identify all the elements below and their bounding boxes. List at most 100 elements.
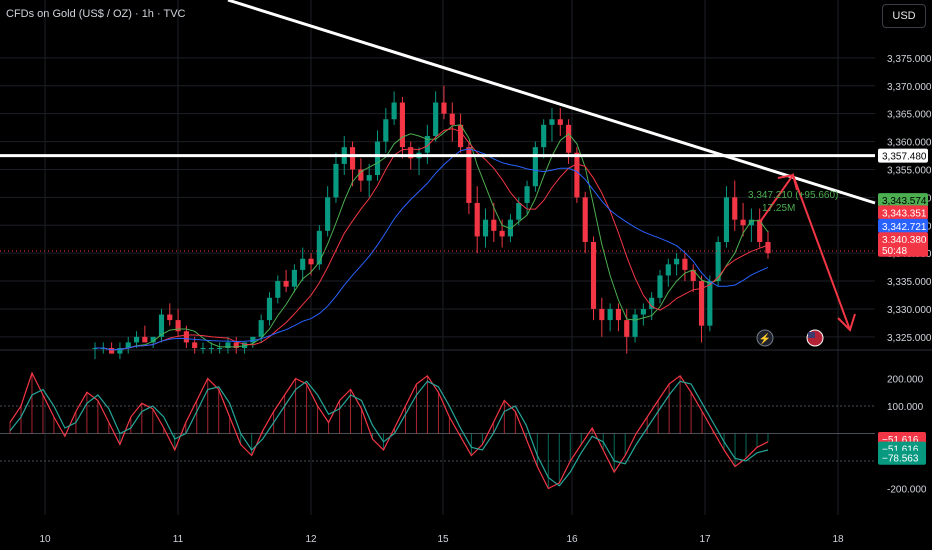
y-tick-label: 3,325.000 xyxy=(887,333,932,344)
candle-body xyxy=(433,102,439,136)
candle-body xyxy=(441,102,447,114)
x-tick-label: 17 xyxy=(699,534,711,545)
candle-body xyxy=(532,147,538,187)
candle-body xyxy=(458,124,464,148)
candle-body xyxy=(167,314,173,321)
osc-signal-label-bg xyxy=(878,450,926,465)
candle-body xyxy=(308,258,314,265)
annotation-volume: 17.25M xyxy=(762,203,795,214)
candle-body xyxy=(615,308,622,321)
symbol-title: CFDs on Gold (US$ / OZ) · 1h · TVC xyxy=(6,8,186,20)
candle-body xyxy=(590,242,597,309)
price-label-last-bg xyxy=(878,232,928,247)
x-tick-label: 12 xyxy=(305,534,317,545)
candle-body xyxy=(424,136,430,153)
osc-y-tick-label: 100.000 xyxy=(887,402,924,413)
candle-body xyxy=(217,348,223,349)
candle-body xyxy=(665,264,671,276)
ma-red-line xyxy=(95,128,769,351)
candle-body xyxy=(698,281,705,326)
price-label-last: 3,340.380 xyxy=(882,235,927,246)
candle-body xyxy=(266,297,273,321)
candle-body xyxy=(740,219,746,226)
x-tick-label: 18 xyxy=(832,534,844,545)
candle-body xyxy=(374,141,381,176)
candle-body xyxy=(640,308,646,315)
candle-body xyxy=(158,314,165,337)
osc-green-label: −51.616 xyxy=(882,445,919,456)
y-tick-label: 3,375.000 xyxy=(887,54,932,65)
candle-body xyxy=(233,342,239,348)
price-label-ma2-bg xyxy=(878,205,928,220)
candle-body xyxy=(225,342,231,348)
candle-body xyxy=(241,342,248,348)
candle-body xyxy=(391,102,397,120)
candle-body xyxy=(358,169,364,181)
candle-body xyxy=(549,119,555,125)
candle-body xyxy=(109,348,115,354)
candle-body xyxy=(300,258,306,270)
y-tick-label: 3,330.000 xyxy=(887,305,932,316)
candle-body xyxy=(624,320,630,337)
candle-body xyxy=(715,242,721,282)
candle-body xyxy=(258,320,264,337)
candle-body xyxy=(133,336,140,343)
price-label-ma1: 3,343.574 xyxy=(882,196,927,207)
candle-body xyxy=(541,124,547,148)
candle-body xyxy=(150,336,156,343)
x-tick-label: 15 xyxy=(437,534,449,545)
candle-body xyxy=(208,348,214,349)
osc-signal-label: −78.563 xyxy=(882,454,919,465)
candle-body xyxy=(316,230,322,265)
candle-body xyxy=(482,219,489,237)
candle-body xyxy=(732,197,738,220)
price-label-ma3-bg xyxy=(878,218,928,233)
osc-red-label: −51.616 xyxy=(882,435,919,446)
price-label-countdown: 50:48 xyxy=(882,246,907,257)
osc-green-line xyxy=(9,380,769,487)
ma-blue-line xyxy=(95,148,769,351)
y-tick-label: 3,370.000 xyxy=(887,82,932,93)
candle-body xyxy=(283,281,289,287)
osc-y-tick-label: -200.000 xyxy=(887,485,927,496)
candle-body xyxy=(649,297,655,309)
candle-body xyxy=(723,197,730,242)
candle-body xyxy=(757,219,763,242)
x-tick-label: 11 xyxy=(173,534,184,545)
y-tick-label: 3,335.000 xyxy=(887,277,932,288)
osc-y-tick-label: 200.000 xyxy=(887,375,924,386)
price-label-countdown-bg xyxy=(878,242,928,257)
arrow-head-up xyxy=(777,173,798,191)
candle-body xyxy=(349,147,356,170)
candle-body xyxy=(474,202,480,237)
y-tick-label: 3,355.000 xyxy=(887,165,932,176)
flash-icon-glyph: ⚡ xyxy=(759,332,771,345)
candle-body xyxy=(333,163,339,198)
osc-red-line xyxy=(9,371,769,490)
candle-body xyxy=(707,281,713,326)
candle-body xyxy=(125,342,131,348)
us-flag-canton xyxy=(808,332,815,338)
candle-body xyxy=(200,348,206,349)
x-tick-label: 16 xyxy=(566,534,578,545)
flash-icon xyxy=(756,329,774,347)
candle-body xyxy=(183,331,189,343)
candle-body xyxy=(765,242,771,254)
candle-body xyxy=(748,219,754,226)
candle-body xyxy=(682,258,688,270)
candle-body xyxy=(399,102,405,148)
candle-body xyxy=(574,152,580,198)
price-label-ma3: 3,342.721 xyxy=(882,222,927,233)
candle-body xyxy=(582,197,588,242)
candle-body xyxy=(192,342,198,348)
descending-trendline xyxy=(227,0,876,205)
price-label-resistance-bg xyxy=(878,148,928,163)
currency-button[interactable]: USD xyxy=(882,4,926,28)
arrow-head-down xyxy=(837,313,856,332)
annotation-price: 3,347.210 (+95.660) xyxy=(748,190,838,201)
candle-body xyxy=(524,186,530,203)
candle-body xyxy=(383,119,389,142)
candle-body xyxy=(408,147,414,159)
candle-body xyxy=(466,147,472,203)
